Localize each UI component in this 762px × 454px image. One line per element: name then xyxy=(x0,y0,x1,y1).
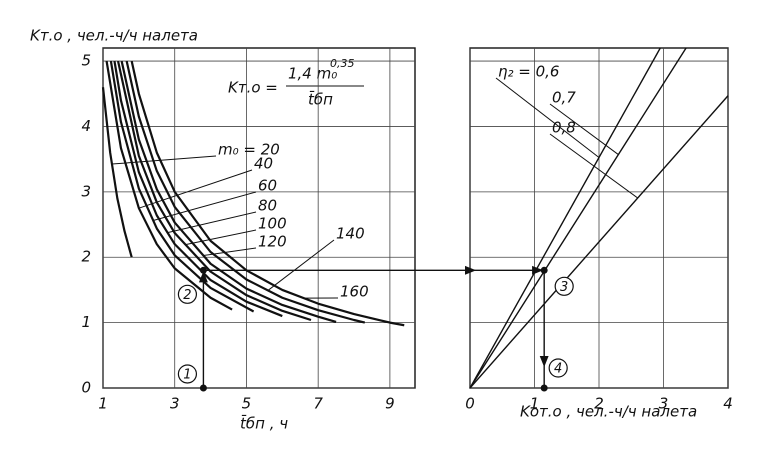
curve-label: 0,7 xyxy=(552,89,576,107)
formula-denominator: t̄бп xyxy=(308,90,333,109)
x-tick-label: 3 xyxy=(170,395,180,413)
step-number: 4 xyxy=(554,362,562,377)
curve xyxy=(113,60,283,318)
curve xyxy=(105,60,233,311)
step-marker xyxy=(177,364,198,384)
x-tick-label: 3 xyxy=(659,395,669,413)
curve xyxy=(125,60,366,324)
curve xyxy=(469,95,729,389)
x-tick-label: 1 xyxy=(530,395,540,413)
x-tick-label: 9 xyxy=(385,395,395,413)
example-point xyxy=(540,384,548,392)
leader-line xyxy=(267,239,335,291)
x-tick-label: 4 xyxy=(723,395,733,413)
formula: Kт.о = 1,4 m₀ 0,35 t̄бп xyxy=(228,57,364,109)
example-point xyxy=(540,266,548,274)
curve-label: 0,8 xyxy=(552,119,576,137)
step-marker xyxy=(177,284,198,304)
curve xyxy=(469,47,661,389)
curve-label: 80 xyxy=(258,197,277,215)
leader-line xyxy=(495,77,600,158)
curve xyxy=(109,60,255,313)
x-tick-label: 7 xyxy=(313,395,323,413)
x-tick-label: 1 xyxy=(98,395,108,413)
y-tick-label: 4 xyxy=(81,117,91,135)
y-tick-label: 2 xyxy=(81,248,91,266)
curve xyxy=(101,87,133,258)
x-axis-label: Kот.о , чел.-ч/ч налета xyxy=(520,403,697,421)
leader-line xyxy=(111,155,217,165)
step-number: 3 xyxy=(560,280,568,295)
y-tick-label: 0 xyxy=(81,379,91,397)
step-number: 1 xyxy=(183,368,191,383)
curve-label: m₀ = 20 xyxy=(218,141,280,159)
curve-label: 140 xyxy=(336,225,365,243)
curve-label: 100 xyxy=(258,215,287,233)
y-tick-label: 1 xyxy=(81,313,91,331)
curve xyxy=(120,60,337,324)
curve-label: 120 xyxy=(258,233,287,251)
curve xyxy=(469,47,687,389)
leader-line xyxy=(167,211,257,234)
leader-line xyxy=(549,103,619,155)
leader-line xyxy=(549,133,638,199)
step-number: 2 xyxy=(183,288,191,303)
y-tick-label: 3 xyxy=(81,182,91,200)
curve-label: η₂ = 0,6 xyxy=(498,63,559,81)
step-marker xyxy=(554,276,574,296)
formula-lhs: Kт.о = xyxy=(228,79,278,97)
x-tick-label: 5 xyxy=(242,395,252,413)
formula-exponent: 0,35 xyxy=(330,57,355,70)
curve-label: 160 xyxy=(340,283,369,301)
y-tick-label: 5 xyxy=(81,52,91,70)
y-axis-label: Kт.о , чел.-ч/ч налета xyxy=(30,27,198,45)
leader-line xyxy=(185,229,257,246)
curve-label: 40 xyxy=(254,155,273,173)
step-marker xyxy=(548,358,568,378)
example-point xyxy=(199,384,207,392)
x-axis-label: t̄бп , ч xyxy=(240,414,288,433)
example-point xyxy=(199,266,207,274)
curve xyxy=(116,60,312,322)
x-tick-label: 2 xyxy=(594,395,604,413)
x-tick-label: 0 xyxy=(465,395,475,413)
curve-label: 60 xyxy=(258,177,277,195)
formula-numerator: 1,4 m₀ xyxy=(288,65,337,83)
